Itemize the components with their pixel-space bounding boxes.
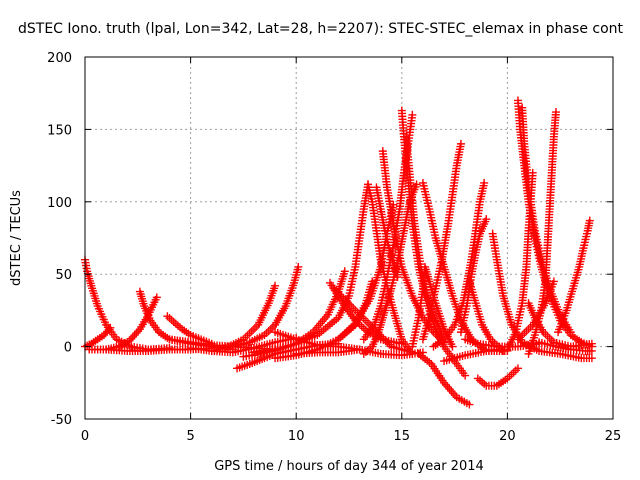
data-point xyxy=(127,334,136,343)
data-point xyxy=(130,331,139,340)
data-point xyxy=(412,180,421,189)
data-point xyxy=(134,327,143,336)
y-tick-label: -50 xyxy=(51,413,72,428)
data-point xyxy=(443,382,452,391)
data-point xyxy=(449,389,458,398)
data-point xyxy=(341,296,350,305)
x-tick-label: 20 xyxy=(499,429,516,444)
data-series xyxy=(402,132,449,344)
data-point xyxy=(585,216,594,225)
data-point xyxy=(587,339,596,348)
x-tick-label: 10 xyxy=(288,429,305,444)
y-tick-label: 0 xyxy=(64,341,72,356)
data-point xyxy=(461,371,470,380)
data-series xyxy=(163,312,216,348)
data-layer xyxy=(81,96,596,409)
data-series xyxy=(418,139,465,344)
data-point xyxy=(445,385,454,394)
y-axis-label: dSTEC / TECUs xyxy=(9,190,24,286)
data-series xyxy=(524,299,596,351)
data-point xyxy=(566,328,575,337)
data-point xyxy=(408,110,417,119)
data-point xyxy=(332,286,341,295)
data-point xyxy=(152,293,161,302)
data-series xyxy=(408,262,457,351)
data-point xyxy=(499,346,508,355)
data-point xyxy=(335,290,344,299)
data-point xyxy=(339,294,348,303)
data-series xyxy=(207,281,280,355)
data-series xyxy=(372,183,402,282)
data-series xyxy=(440,345,501,366)
y-tick-label: 50 xyxy=(55,268,72,283)
data-point xyxy=(587,346,596,355)
y-tick-label: 100 xyxy=(47,196,72,211)
data-series xyxy=(414,349,474,409)
x-tick-label: 15 xyxy=(394,429,411,444)
data-point xyxy=(448,342,457,351)
data-series xyxy=(518,103,575,337)
data-point xyxy=(128,332,137,341)
data-point xyxy=(106,323,115,332)
data-series xyxy=(554,216,594,337)
data-point xyxy=(125,336,134,345)
data-point xyxy=(513,364,522,373)
data-point xyxy=(333,288,342,297)
chart-title: dSTEC Iono. truth (lpal, Lon=342, Lat=28… xyxy=(18,21,624,37)
data-series xyxy=(102,293,161,354)
data-point xyxy=(343,298,352,307)
data-point xyxy=(294,262,303,271)
data-series xyxy=(81,323,115,351)
data-point xyxy=(587,354,596,363)
x-tick-label: 5 xyxy=(186,429,194,444)
data-point xyxy=(104,325,113,334)
x-tick-label: 0 xyxy=(81,429,89,444)
data-series xyxy=(364,180,417,358)
data-point xyxy=(551,108,560,117)
data-point xyxy=(482,215,491,224)
data-point xyxy=(447,387,456,396)
data-point xyxy=(337,292,346,301)
y-tick-label: 150 xyxy=(47,123,72,138)
plot-frame xyxy=(84,56,614,420)
data-point xyxy=(456,139,465,148)
x-tick-label: 25 xyxy=(605,429,622,444)
data-point xyxy=(393,273,402,282)
axis-ticks: 0 5 10 15 20 25 -50 0 50 100 150 200 xyxy=(47,51,621,444)
data-point xyxy=(132,329,141,338)
data-point xyxy=(271,281,280,290)
data-series xyxy=(429,178,489,351)
data-point xyxy=(330,284,339,293)
data-point xyxy=(480,178,489,187)
data-point xyxy=(450,391,459,400)
data-point xyxy=(345,300,354,309)
data-point xyxy=(340,267,349,276)
data-series xyxy=(513,277,558,344)
data-series xyxy=(473,364,522,390)
y-tick-label: 200 xyxy=(47,51,72,66)
data-point xyxy=(465,400,474,409)
data-series xyxy=(228,262,303,351)
x-axis-label: GPS time / hours of day 344 of year 2014 xyxy=(214,459,484,474)
